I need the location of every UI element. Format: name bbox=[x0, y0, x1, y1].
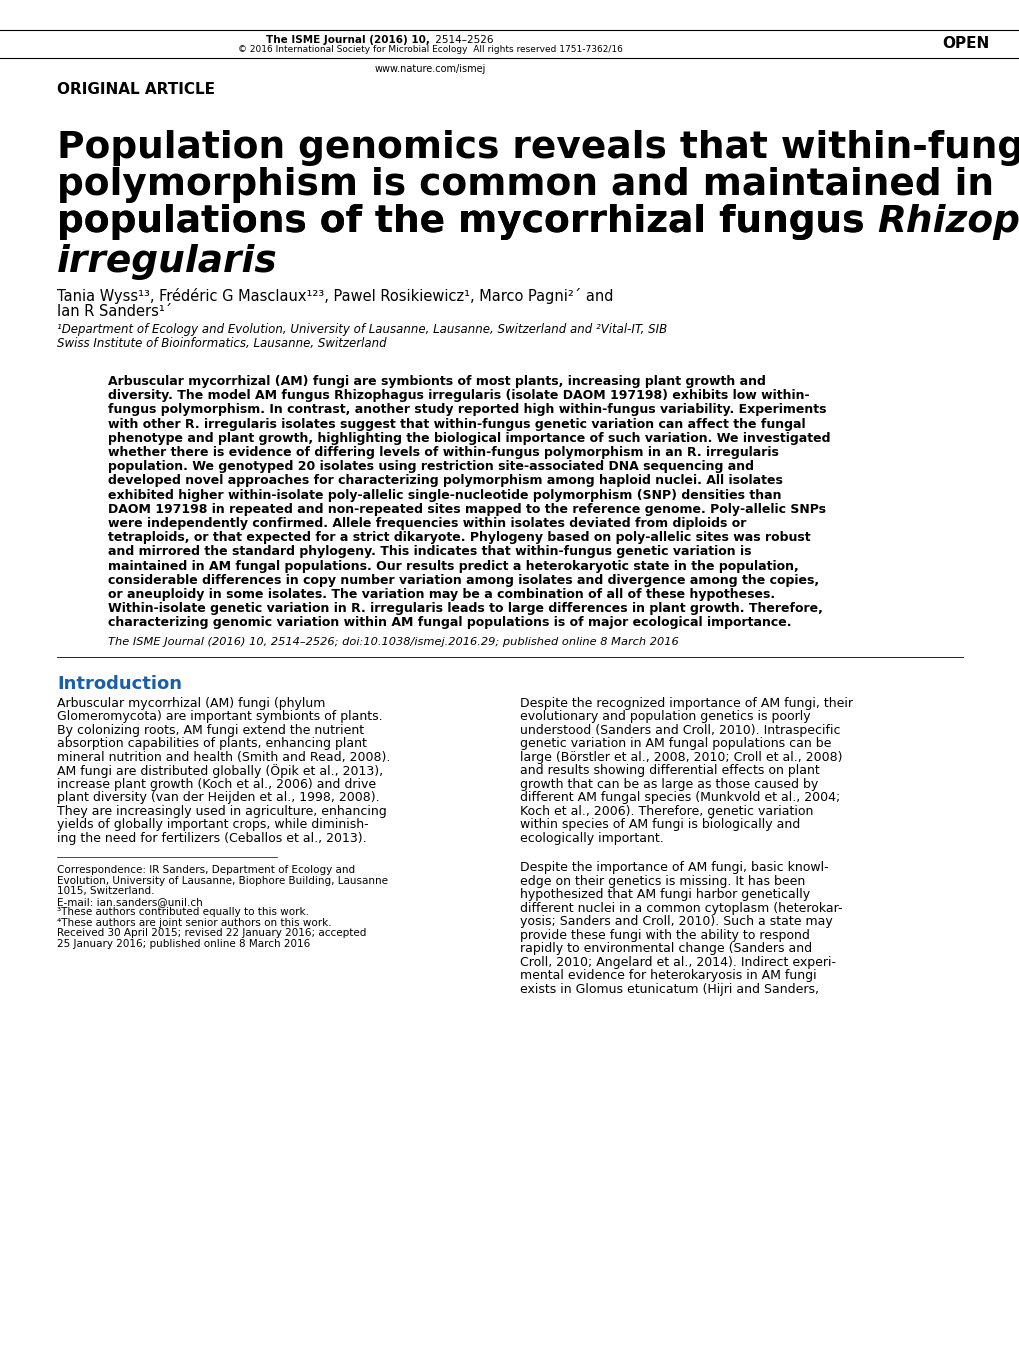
Text: polymorphism is common and maintained in: polymorphism is common and maintained in bbox=[57, 167, 994, 203]
Text: with other R. irregularis isolates suggest that within-fungus genetic variation : with other R. irregularis isolates sugge… bbox=[108, 417, 805, 431]
Text: populations of the mycorrhizal fungus: populations of the mycorrhizal fungus bbox=[57, 205, 876, 240]
Text: within species of AM fungi is biologically and: within species of AM fungi is biological… bbox=[520, 818, 800, 831]
Text: Glomeromycota) are important symbionts of plants.: Glomeromycota) are important symbionts o… bbox=[57, 710, 382, 724]
Text: or aneuploidy in some isolates. The variation may be a combination of all of the: or aneuploidy in some isolates. The vari… bbox=[108, 588, 774, 602]
Text: DAOM 197198 in repeated and non-repeated sites mapped to the reference genome. P: DAOM 197198 in repeated and non-repeated… bbox=[108, 503, 825, 516]
Text: Despite the recognized importance of AM fungi, their: Despite the recognized importance of AM … bbox=[520, 696, 852, 710]
Text: different AM fungal species (Munkvold et al., 2004;: different AM fungal species (Munkvold et… bbox=[520, 791, 840, 804]
Text: Koch et al., 2006). Therefore, genetic variation: Koch et al., 2006). Therefore, genetic v… bbox=[520, 805, 812, 817]
Text: exists in Glomus etunicatum (Hijri and Sanders,: exists in Glomus etunicatum (Hijri and S… bbox=[520, 982, 818, 996]
Text: populations of the mycorrhizal fungus: populations of the mycorrhizal fungus bbox=[57, 205, 876, 240]
Text: The ISME Journal (2016) 10,: The ISME Journal (2016) 10, bbox=[266, 35, 430, 45]
Text: maintained in AM fungal populations. Our results predict a heterokaryotic state : maintained in AM fungal populations. Our… bbox=[108, 560, 798, 573]
Text: rapidly to environmental change (Sanders and: rapidly to environmental change (Sanders… bbox=[520, 942, 811, 955]
Text: Introduction: Introduction bbox=[57, 675, 181, 692]
Text: Swiss Institute of Bioinformatics, Lausanne, Switzerland: Swiss Institute of Bioinformatics, Lausa… bbox=[57, 336, 386, 350]
Text: yosis; Sanders and Croll, 2010). Such a state may: yosis; Sanders and Croll, 2010). Such a … bbox=[520, 915, 832, 928]
Text: E-mail: ian.sanders@unil.ch: E-mail: ian.sanders@unil.ch bbox=[57, 897, 203, 906]
Text: Tania Wyss¹³, Frédéric G Masclaux¹²³, Pawel Rosikiewicz¹, Marco Pagni²´ and: Tania Wyss¹³, Frédéric G Masclaux¹²³, Pa… bbox=[57, 289, 612, 304]
Text: considerable differences in copy number variation among isolates and divergence : considerable differences in copy number … bbox=[108, 573, 818, 587]
Text: ¹Department of Ecology and Evolution, University of Lausanne, Lausanne, Switzerl: ¹Department of Ecology and Evolution, Un… bbox=[57, 322, 666, 336]
Text: whether there is evidence of differing levels of within-fungus polymorphism in a: whether there is evidence of differing l… bbox=[108, 446, 779, 459]
Text: Arbuscular mycorrhizal (AM) fungi are symbionts of most plants, increasing plant: Arbuscular mycorrhizal (AM) fungi are sy… bbox=[108, 375, 765, 388]
Text: exhibited higher within-isolate poly-allelic single-nucleotide polymorphism (SNP: exhibited higher within-isolate poly-all… bbox=[108, 489, 781, 501]
Text: and results showing differential effects on plant: and results showing differential effects… bbox=[520, 764, 819, 778]
Text: provide these fungi with the ability to respond: provide these fungi with the ability to … bbox=[520, 928, 809, 942]
Text: phenotype and plant growth, highlighting the biological importance of such varia: phenotype and plant growth, highlighting… bbox=[108, 432, 829, 444]
Text: Evolution, University of Lausanne, Biophore Building, Lausanne: Evolution, University of Lausanne, Bioph… bbox=[57, 875, 387, 886]
Text: Population genomics reveals that within-fungus: Population genomics reveals that within-… bbox=[57, 130, 1019, 167]
Text: Correspondence: IR Sanders, Department of Ecology and: Correspondence: IR Sanders, Department o… bbox=[57, 864, 355, 875]
Text: fungus polymorphism. In contrast, another study reported high within-fungus vari: fungus polymorphism. In contrast, anothe… bbox=[108, 404, 825, 416]
Text: diversity. The model AM fungus Rhizophagus irregularis (isolate DAOM 197198) exh: diversity. The model AM fungus Rhizophag… bbox=[108, 389, 809, 402]
Text: Received 30 April 2015; revised 22 January 2016; accepted: Received 30 April 2015; revised 22 Janua… bbox=[57, 928, 366, 938]
Text: Croll, 2010; Angelard et al., 2014). Indirect experi-: Croll, 2010; Angelard et al., 2014). Ind… bbox=[520, 955, 836, 969]
Text: © 2016 International Society for Microbial Ecology  All rights reserved 1751-736: © 2016 International Society for Microbi… bbox=[237, 46, 622, 54]
Text: large (Börstler et al., 2008, 2010; Croll et al., 2008): large (Börstler et al., 2008, 2010; Crol… bbox=[520, 751, 842, 764]
Text: tetraploids, or that expected for a strict dikaryote. Phylogeny based on poly-al: tetraploids, or that expected for a stri… bbox=[108, 531, 810, 545]
Text: By colonizing roots, AM fungi extend the nutrient: By colonizing roots, AM fungi extend the… bbox=[57, 724, 364, 737]
Text: 2514–2526: 2514–2526 bbox=[432, 35, 493, 45]
Text: plant diversity (van der Heijden et al., 1998, 2008).: plant diversity (van der Heijden et al.,… bbox=[57, 791, 379, 804]
Text: irregularis: irregularis bbox=[57, 244, 277, 280]
Text: population. We genotyped 20 isolates using restriction site-associated DNA seque: population. We genotyped 20 isolates usi… bbox=[108, 461, 753, 473]
Text: and mirrored the standard phylogeny. This indicates that within-fungus genetic v: and mirrored the standard phylogeny. Thi… bbox=[108, 546, 751, 558]
Text: They are increasingly used in agriculture, enhancing: They are increasingly used in agricultur… bbox=[57, 805, 386, 817]
Text: Within-isolate genetic variation in R. irregularis leads to large differences in: Within-isolate genetic variation in R. i… bbox=[108, 602, 822, 615]
Text: growth that can be as large as those caused by: growth that can be as large as those cau… bbox=[520, 778, 817, 790]
Text: hypothesized that AM fungi harbor genetically: hypothesized that AM fungi harbor geneti… bbox=[520, 889, 809, 901]
Text: genetic variation in AM fungal populations can be: genetic variation in AM fungal populatio… bbox=[520, 737, 830, 751]
Text: developed novel approaches for characterizing polymorphism among haploid nuclei.: developed novel approaches for character… bbox=[108, 474, 783, 488]
Text: absorption capabilities of plants, enhancing plant: absorption capabilities of plants, enhan… bbox=[57, 737, 367, 751]
Text: 1015, Switzerland.: 1015, Switzerland. bbox=[57, 886, 154, 896]
Text: increase plant growth (Koch et al., 2006) and drive: increase plant growth (Koch et al., 2006… bbox=[57, 778, 376, 790]
Text: mineral nutrition and health (Smith and Read, 2008).: mineral nutrition and health (Smith and … bbox=[57, 751, 390, 764]
Text: edge on their genetics is missing. It has been: edge on their genetics is missing. It ha… bbox=[520, 875, 804, 888]
Text: yields of globally important crops, while diminish-: yields of globally important crops, whil… bbox=[57, 818, 368, 831]
Text: Ian R Sanders¹´: Ian R Sanders¹´ bbox=[57, 305, 172, 320]
Text: 25 January 2016; published online 8 March 2016: 25 January 2016; published online 8 Marc… bbox=[57, 939, 310, 948]
Text: evolutionary and population genetics is poorly: evolutionary and population genetics is … bbox=[520, 710, 810, 724]
Text: ing the need for fertilizers (Ceballos et al., 2013).: ing the need for fertilizers (Ceballos e… bbox=[57, 832, 366, 844]
Text: ORIGINAL ARTICLE: ORIGINAL ARTICLE bbox=[57, 83, 215, 98]
Text: AM fungi are distributed globally (Öpik et al., 2013),: AM fungi are distributed globally (Öpik … bbox=[57, 764, 383, 778]
Text: different nuclei in a common cytoplasm (heterokar-: different nuclei in a common cytoplasm (… bbox=[520, 902, 842, 915]
Text: Rhizophagus: Rhizophagus bbox=[876, 205, 1019, 240]
Text: Despite the importance of AM fungi, basic knowl-: Despite the importance of AM fungi, basi… bbox=[520, 862, 827, 874]
Text: ⁴These authors are joint senior authors on this work.: ⁴These authors are joint senior authors … bbox=[57, 917, 331, 928]
Text: The ISME Journal (2016) 10, 2514–2526; doi:10.1038/ismej.2016.29; published onli: The ISME Journal (2016) 10, 2514–2526; d… bbox=[108, 637, 678, 646]
Text: understood (Sanders and Croll, 2010). Intraspecific: understood (Sanders and Croll, 2010). In… bbox=[520, 724, 840, 737]
Text: ³These authors contributed equally to this work.: ³These authors contributed equally to th… bbox=[57, 906, 309, 917]
Text: ecologically important.: ecologically important. bbox=[520, 832, 663, 844]
Text: Arbuscular mycorrhizal (AM) fungi (phylum: Arbuscular mycorrhizal (AM) fungi (phylu… bbox=[57, 696, 325, 710]
Text: www.nature.com/ismej: www.nature.com/ismej bbox=[374, 64, 485, 75]
Text: characterizing genomic variation within AM fungal populations is of major ecolog: characterizing genomic variation within … bbox=[108, 617, 791, 630]
Text: were independently confirmed. Allele frequencies within isolates deviated from d: were independently confirmed. Allele fre… bbox=[108, 518, 746, 530]
Text: mental evidence for heterokaryosis in AM fungi: mental evidence for heterokaryosis in AM… bbox=[520, 969, 816, 982]
Text: OPEN: OPEN bbox=[942, 35, 989, 50]
